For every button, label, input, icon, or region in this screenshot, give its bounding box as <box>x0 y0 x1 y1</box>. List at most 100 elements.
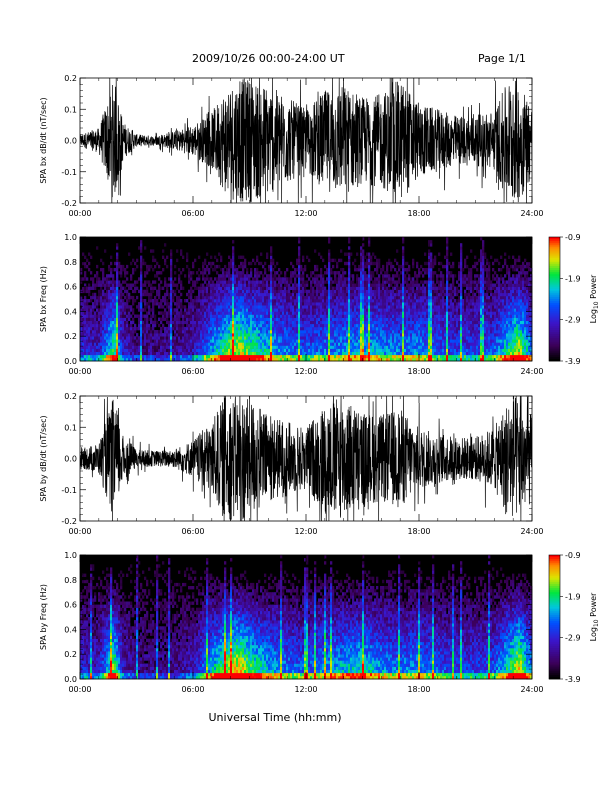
spectrogram-cell <box>362 314 365 318</box>
spectrogram-cell <box>364 286 367 290</box>
spectrogram-cell <box>288 295 291 300</box>
spectrogram-cell <box>216 277 219 281</box>
spectrogram-cell <box>152 289 155 294</box>
spectrogram-cell <box>198 305 201 309</box>
spectrogram-cell <box>126 277 129 281</box>
spectrogram-cell <box>124 314 127 318</box>
spectrogram-cell <box>170 357 173 362</box>
spectrogram-cell <box>114 317 117 321</box>
spectrogram-cell <box>214 348 217 352</box>
spectrogram-cell <box>190 326 193 331</box>
spectrogram-cell <box>188 323 191 328</box>
spectrogram-cell <box>190 342 193 346</box>
spectrogram-cell <box>292 302 295 306</box>
spectrogram-cell <box>314 357 317 362</box>
spectrogram-cell <box>186 252 189 256</box>
spectrogram-cell <box>102 330 105 334</box>
spectrogram-cell <box>236 271 239 275</box>
spectrogram-cell <box>138 246 141 250</box>
spectrogram-cell <box>280 342 283 346</box>
spectrogram-cell <box>114 345 117 349</box>
spectrogram-cell <box>126 345 129 349</box>
spectrogram-cell <box>338 323 341 328</box>
spectrogram-cell <box>394 292 397 297</box>
spectrogram-cell <box>214 336 217 340</box>
spectrogram-cell <box>154 351 157 356</box>
spectrogram-cell <box>280 348 283 352</box>
spectrogram-cell <box>336 280 339 284</box>
spectrogram-cell <box>128 326 131 331</box>
spectrogram-cell <box>186 345 189 349</box>
spectrogram-cell <box>226 308 229 312</box>
spectrogram-cell <box>296 336 299 340</box>
spectrogram-cell <box>278 295 281 300</box>
spectrogram-cell <box>156 289 159 294</box>
spectrogram-cell <box>94 317 97 321</box>
spectrogram-cell <box>368 261 371 266</box>
spectrogram-cell <box>294 305 297 309</box>
spectrogram-cell <box>156 330 159 334</box>
spectrogram-cell <box>198 336 201 340</box>
spectrogram-cell <box>298 237 301 241</box>
spectrogram-cell <box>356 305 359 309</box>
spectrogram-cell <box>202 286 205 290</box>
spectrogram-cell <box>116 320 119 325</box>
spectrogram-cell <box>92 320 95 325</box>
spectrogram-cell <box>296 342 299 346</box>
spectrogram-cell <box>146 339 149 343</box>
spectrogram-cell <box>250 336 253 340</box>
spectrogram-cell <box>184 330 187 334</box>
spectrogram-cell <box>132 354 135 359</box>
spectrogram-cell <box>324 354 327 359</box>
spectrogram-cell <box>100 326 103 331</box>
spectrogram-cell <box>106 295 109 300</box>
spectrogram-cell <box>166 311 169 315</box>
spectrogram-cell <box>318 299 321 303</box>
spectrogram-cell <box>200 295 203 300</box>
spectrogram-cell <box>330 320 333 325</box>
spectrogram-cell <box>366 305 369 309</box>
spectrogram-cell <box>384 295 387 300</box>
spectrogram-cell <box>328 330 331 334</box>
spectrogram-cell <box>226 305 229 309</box>
spectrogram-cell <box>372 357 375 362</box>
spectrogram-cell <box>90 286 93 290</box>
spectrogram-cell <box>124 326 127 331</box>
spectrogram-cell <box>266 299 269 303</box>
spectrogram-cell <box>130 286 133 290</box>
spectrogram-cell <box>386 295 389 300</box>
spectrogram-cell <box>86 342 89 346</box>
spectrogram-cell <box>80 302 83 306</box>
spectrogram-cell <box>300 311 303 315</box>
spectrogram-cell <box>184 299 187 303</box>
spectrogram-cell <box>236 357 239 362</box>
spectrogram-cell <box>300 336 303 340</box>
spectrogram-cell <box>368 277 371 281</box>
spectrogram-cell <box>234 295 237 300</box>
spectrogram-cell <box>270 326 273 331</box>
spectrogram-cell <box>368 317 371 321</box>
spectrogram-cell <box>422 330 425 334</box>
spectrogram-cell <box>176 351 179 356</box>
spectrogram-cell <box>306 299 309 303</box>
spectrogram-cell <box>246 342 249 346</box>
spectrogram-cell <box>328 258 331 263</box>
spectrogram-cell <box>318 336 321 340</box>
spectrogram-cell <box>422 289 425 294</box>
spectrogram-cell <box>152 268 155 272</box>
spectrogram-cell <box>288 357 291 362</box>
spectrogram-cell <box>310 330 313 334</box>
spectrogram-cell <box>106 357 109 362</box>
spectrogram-cell <box>80 295 83 300</box>
spectrogram-cell <box>196 311 199 315</box>
spectrogram-cell <box>250 302 253 306</box>
spectrogram-cell <box>266 342 269 346</box>
spectrogram-cell <box>344 271 347 275</box>
spectrogram-cell <box>210 317 213 321</box>
spectrogram-cell <box>384 280 387 284</box>
spectrogram-cell <box>384 317 387 321</box>
spectrogram-cell <box>220 280 223 284</box>
spectrogram-cell <box>344 345 347 349</box>
spectrogram-cell <box>230 305 233 309</box>
spectrogram-cell <box>382 292 385 297</box>
